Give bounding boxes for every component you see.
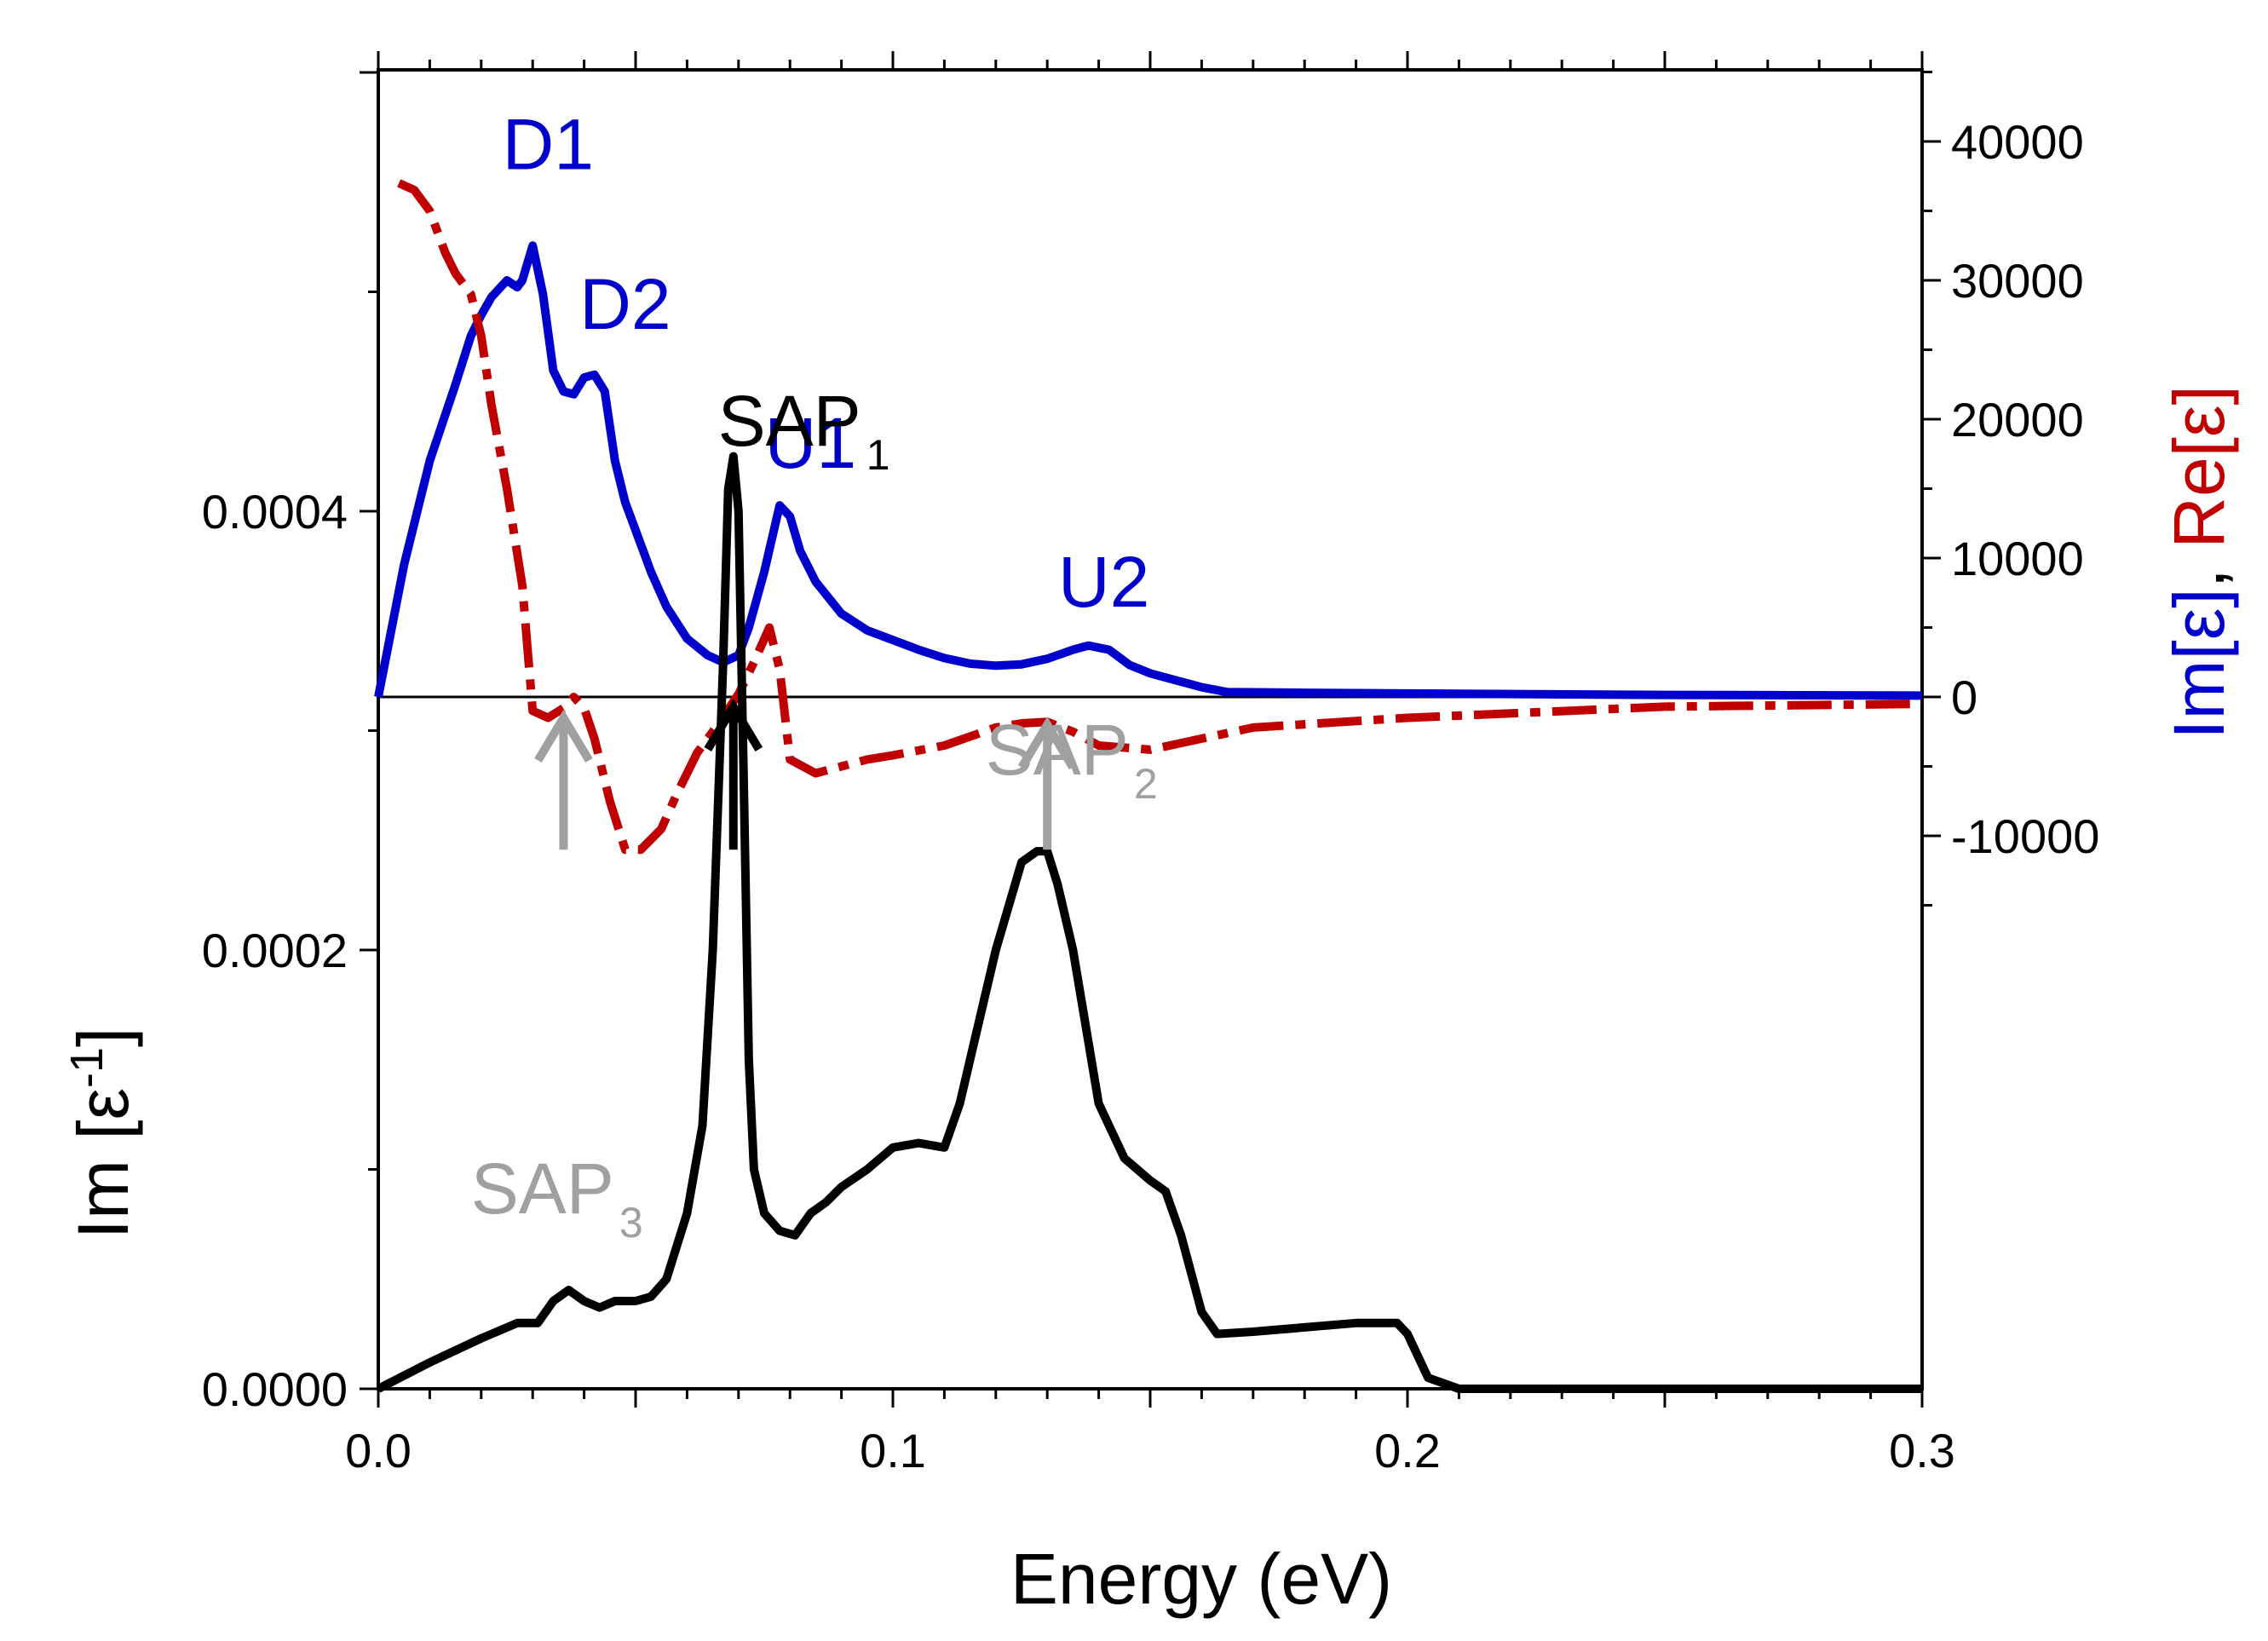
sap-label-subscript: 3 [619,1199,643,1247]
sap-label-subscript: 1 [866,431,890,479]
right-tick-label: 10000 [1951,532,2084,585]
arrow-head-2 [1017,716,1077,770]
left-axis-title: Im [ε-1] [61,1028,143,1240]
peak-label-d1: D1 [503,105,594,185]
right-axis-title-re: Re[ε] [2159,385,2239,549]
left-axis-title-close: ] [63,1028,143,1047]
series-line-1 [397,179,1923,855]
arrow-head-0 [534,709,593,763]
sap-label-main: SAP [471,1149,614,1229]
right-tick-label: 40000 [1951,115,2084,169]
x-tick-label: 0.2 [1374,1424,1441,1477]
sap-label-3: SAP 3 [471,1149,643,1247]
series-line-2 [376,452,1922,1393]
arrow-head-1 [704,698,763,751]
series-group [374,179,1923,1393]
sap-label-1: SAP 1 [718,381,890,479]
right-axis-title-im: Im[ε] [2159,588,2239,739]
x-tick-label: 0.3 [1889,1424,1955,1477]
right-tick-label: -10000 [1951,809,2099,863]
right-tick-label: 20000 [1951,393,2084,446]
peak-label-d2: D2 [579,264,671,344]
right-axis-title: Im[ε], Re[ε] [2159,385,2239,740]
x-tick-label: 0.0 [345,1424,412,1477]
sap-label-main: SAP [986,710,1129,790]
left-tick-label: 0.0002 [202,924,348,977]
right-tick-label: 30000 [1951,254,2084,308]
right-axis-title-sep: , [2159,549,2239,589]
peak-label-u1: U1 [765,403,856,483]
left-tick-label: 0.0004 [202,485,348,538]
left-axis-title-superscript: -1 [61,1047,112,1088]
sap-label-subscript: 2 [1134,760,1158,808]
peak-label-u2: U2 [1058,542,1149,622]
sap-label-2: SAP 2 [986,710,1158,808]
x-tick-label: 0.1 [860,1424,926,1477]
left-axis-title-main: Im [ε [63,1088,143,1239]
tick-marks-group: 0.0 0.1 0.2 0.3 -10000 0 10000 20000 30000 40000 0… [202,51,2099,1477]
right-tick-label: 0 [1951,671,1977,724]
left-tick-label: 0.0000 [202,1362,348,1416]
x-axis-title: Energy (eV) [1010,1539,1392,1619]
arrows-group [534,698,1077,850]
sap-label-main: SAP [718,381,861,461]
